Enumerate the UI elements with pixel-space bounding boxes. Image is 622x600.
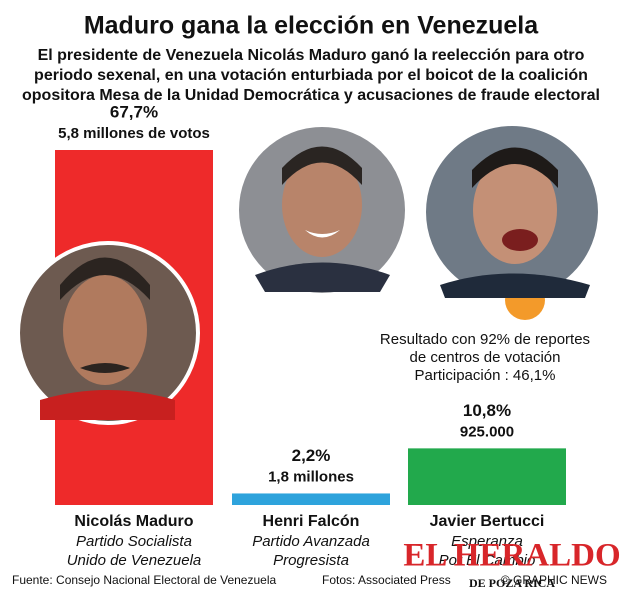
note: Resultado con 92% de reportes <box>380 331 590 348</box>
subtitle: El presidente de Venezuela Nicolás Madur… <box>38 47 585 64</box>
portrait-falcon <box>235 123 409 297</box>
candidate-name: Javier Bertucci <box>430 513 545 530</box>
party: Partido Socialista <box>76 533 192 550</box>
party: Progresista <box>273 552 349 569</box>
party: Unido de Venezuela <box>67 552 202 569</box>
subtitle: periodo sexenal, en una votación enturbi… <box>34 67 588 84</box>
party: Por El Cambio <box>439 552 536 569</box>
subtitle: opositora Mesa de la Unidad Democrática … <box>22 87 600 104</box>
note: Participación : 46,1% <box>415 367 556 384</box>
brand: EL HERALDO <box>403 538 620 574</box>
bar <box>408 448 566 505</box>
source: Fuente: Consejo Nacional Electoral de Ve… <box>12 573 276 587</box>
value-label: 67,7% <box>110 102 158 121</box>
vote-label: 1,8 millones <box>268 468 354 485</box>
note: de centros de votación <box>410 349 561 366</box>
candidate-name: Nicolás Maduro <box>74 513 193 530</box>
party: Partido Avanzada <box>252 533 370 550</box>
bar <box>232 493 390 505</box>
chart-title: Maduro gana la elección en Venezuela <box>84 12 539 40</box>
party: Esperanza <box>451 533 523 550</box>
value-label: 10,8% <box>463 401 511 420</box>
agency: © GRAPHIC NEWS <box>501 573 607 587</box>
vote-label: 925.000 <box>460 423 514 440</box>
photo-credit: Fotos: Associated Press <box>322 573 451 587</box>
candidate-name: Henri Falcón <box>263 513 360 530</box>
portrait-bertucci <box>422 122 602 320</box>
value-label: 2,2% <box>292 446 331 465</box>
vote-label: 5,8 millones de votos <box>58 125 210 142</box>
brand-sub: DE POZA RICA <box>469 576 555 590</box>
portrait-maduro <box>16 241 200 425</box>
